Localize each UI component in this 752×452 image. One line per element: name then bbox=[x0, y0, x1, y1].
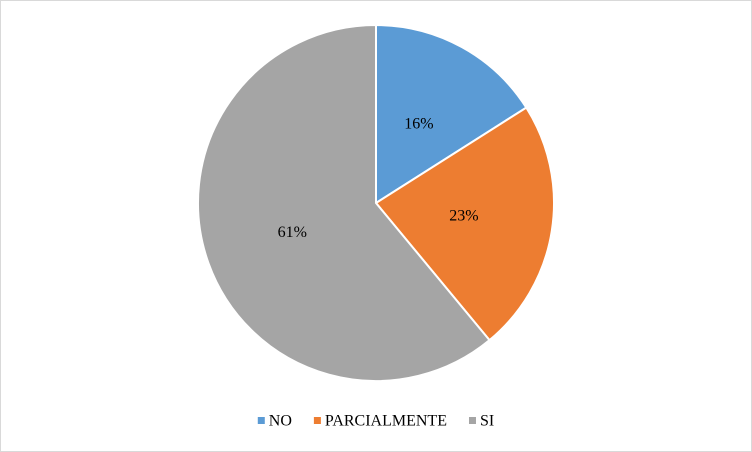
pie-slice bbox=[197, 23, 491, 382]
legend-swatch bbox=[257, 417, 265, 424]
data-label: 61% bbox=[278, 224, 307, 241]
data-label: 23% bbox=[449, 208, 478, 225]
data-label: 16% bbox=[404, 116, 433, 133]
legend-label: NO bbox=[269, 413, 292, 430]
legend-swatch bbox=[313, 417, 321, 424]
legend-label: PARCIALMENTE bbox=[325, 413, 447, 430]
pie-slice bbox=[374, 106, 555, 342]
legend-swatch bbox=[468, 417, 476, 424]
legend-label: SI bbox=[480, 413, 494, 430]
pie-slice bbox=[375, 23, 528, 205]
